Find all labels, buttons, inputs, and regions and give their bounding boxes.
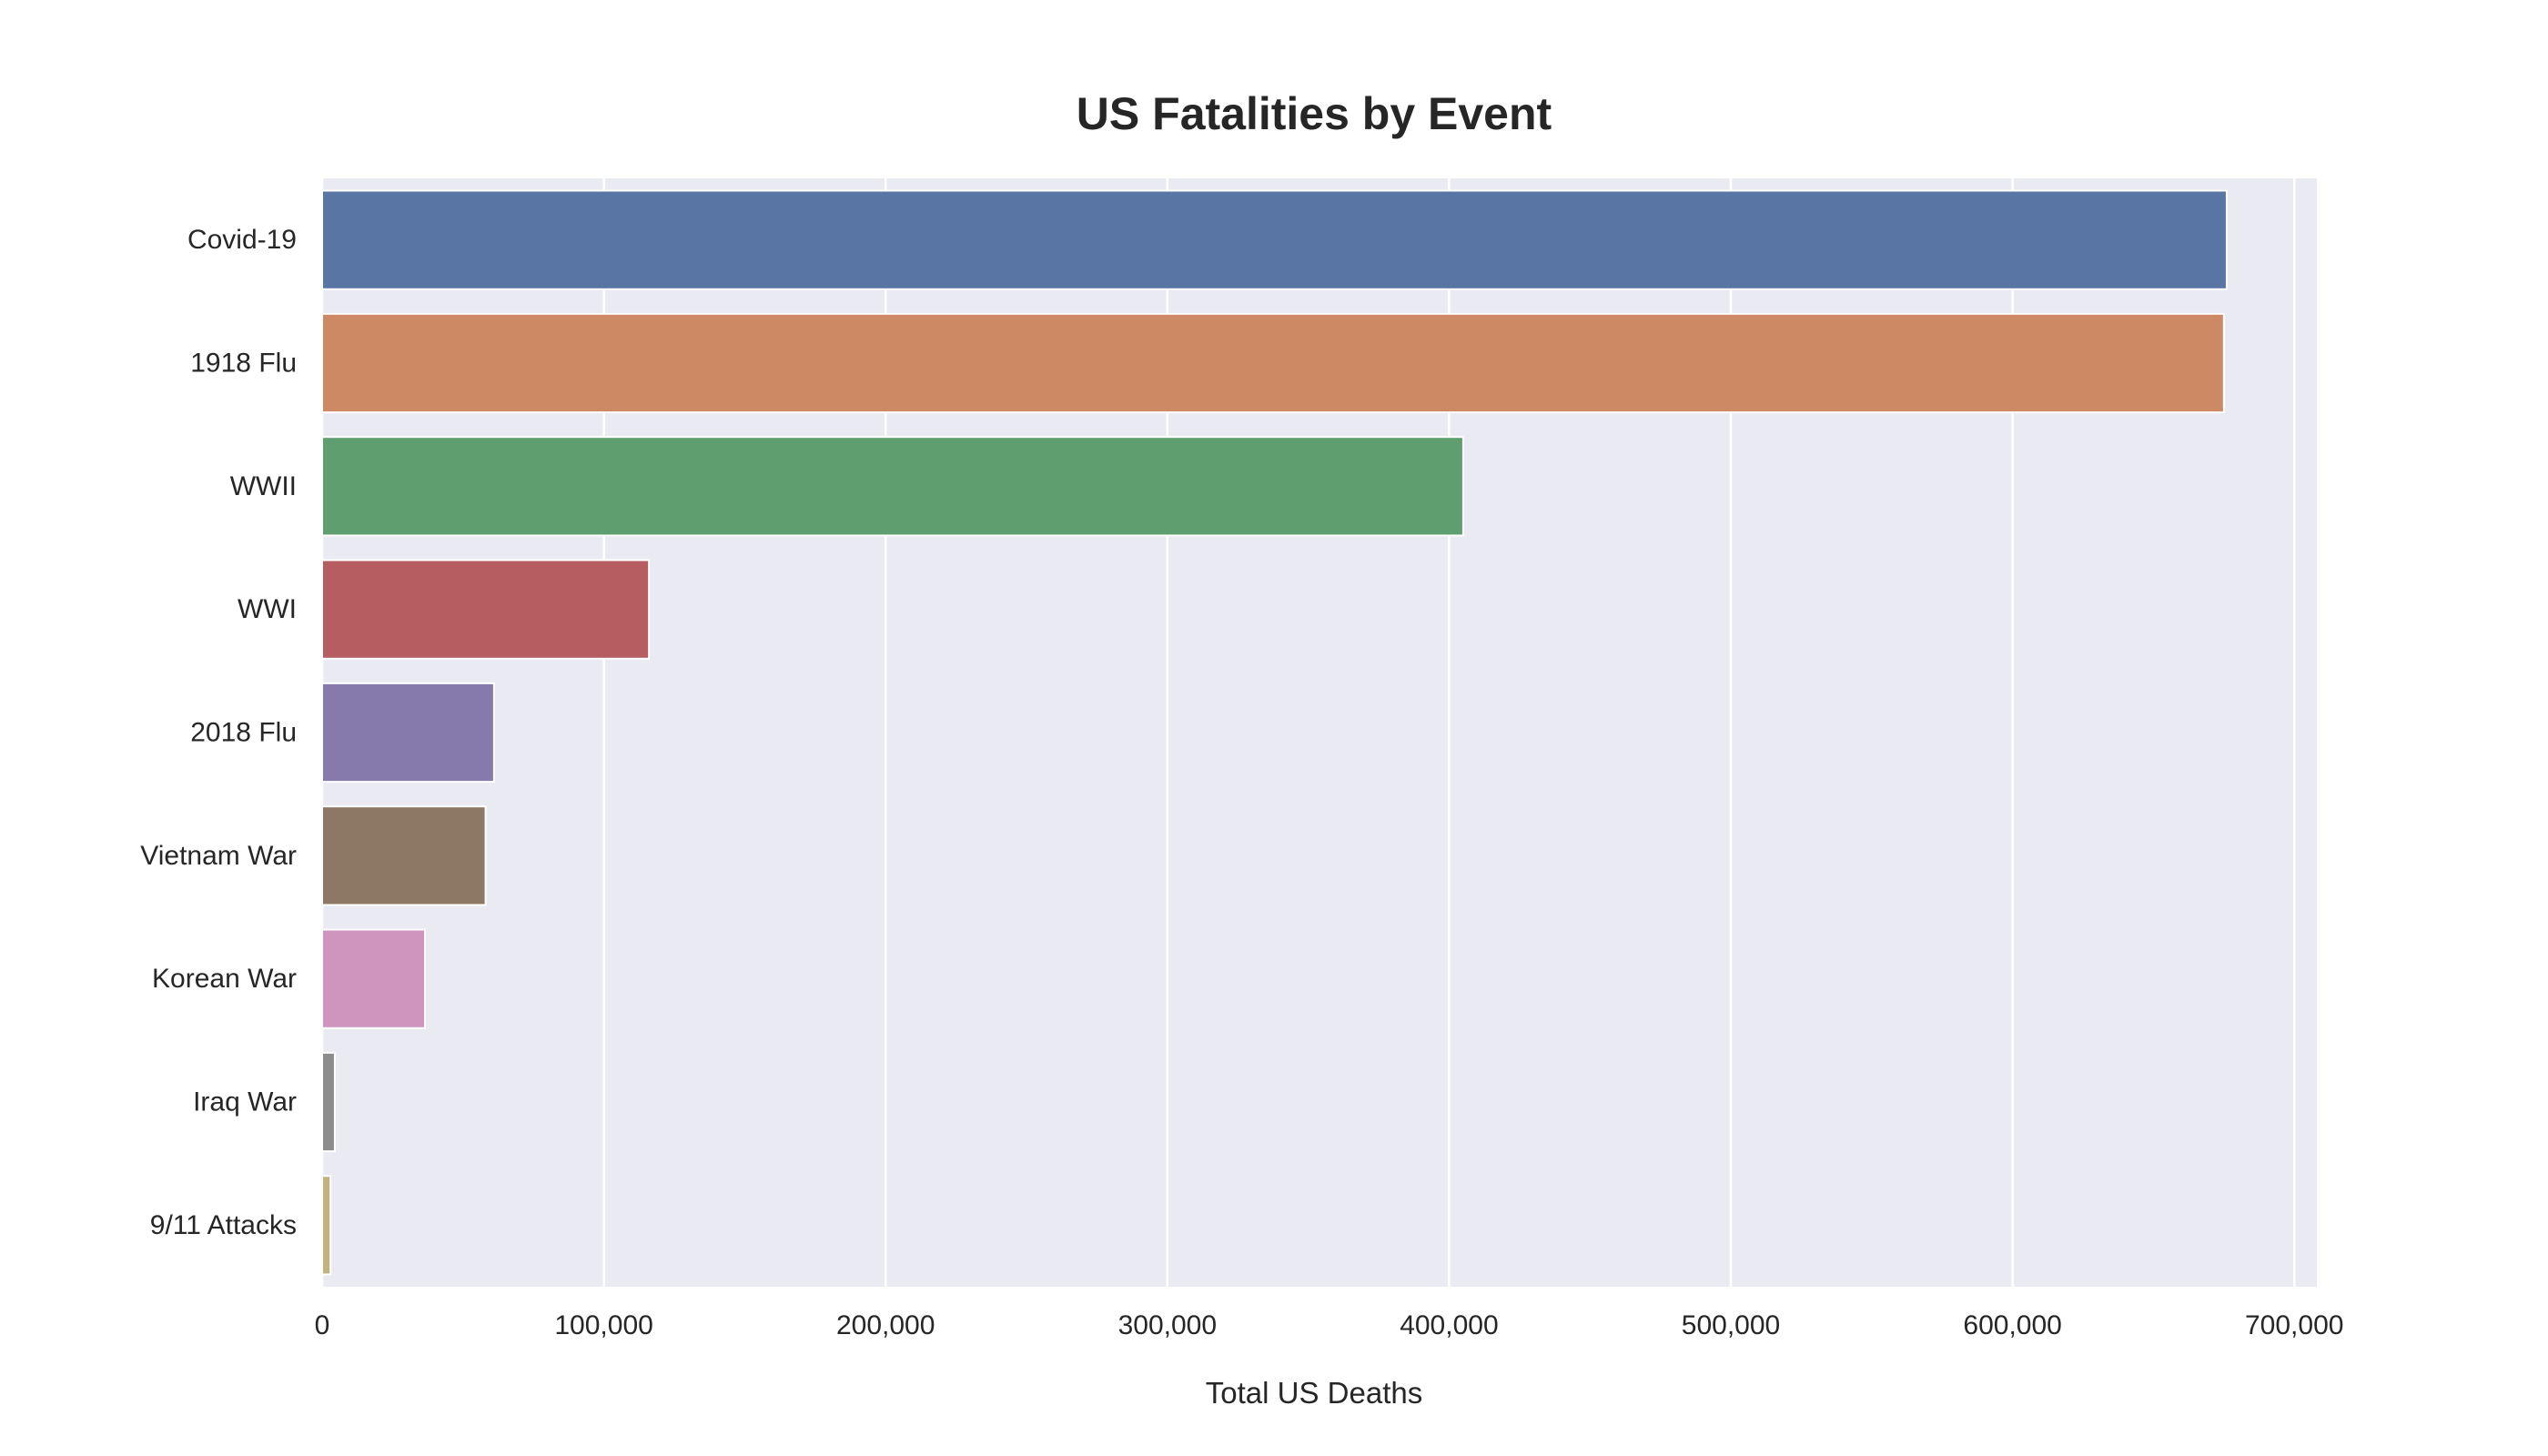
- y-tick-labels: Covid-19 1918 Flu WWII WWI 2018 Flu Vietnam W…: [140, 225, 297, 1240]
- x-tick-label-3: 300,000: [1118, 1310, 1217, 1340]
- y-tick-label-wwii: WWII: [230, 471, 297, 501]
- y-tick-label-wwi: WWI: [238, 594, 297, 624]
- chart-title: US Fatalities by Event: [1077, 88, 1552, 139]
- bar-wwi: [321, 559, 651, 660]
- x-tick-label-6: 600,000: [1963, 1310, 2061, 1340]
- y-tick-label-2018-flu: 2018 Flu: [190, 718, 297, 748]
- bar-vietnam-war: [321, 805, 487, 906]
- y-tick-label-covid-19: Covid-19: [187, 225, 297, 255]
- bar-wwii: [321, 436, 1464, 537]
- bar-2018-flu: [321, 682, 495, 784]
- y-tick-label-9-11-attacks: 9/11 Attacks: [150, 1210, 297, 1240]
- x-tick-label-5: 500,000: [1682, 1310, 1780, 1340]
- y-tick-label-iraq-war: Iraq War: [193, 1087, 297, 1117]
- x-tick-label-7: 700,000: [2245, 1310, 2343, 1340]
- bar-korean-war: [321, 928, 427, 1029]
- x-tick-labels: 0 100,000 200,000 300,000 400,000 500,000 600,…: [315, 1310, 2344, 1340]
- bar-covid-19: [321, 189, 2228, 290]
- x-tick-label-1: 100,000: [554, 1310, 652, 1340]
- y-tick-label-vietnam-war: Vietnam War: [140, 841, 297, 871]
- y-tick-label-korean-war: Korean War: [152, 964, 297, 994]
- x-tick-label-0: 0: [315, 1310, 330, 1340]
- bar-1918-flu: [321, 312, 2225, 414]
- bar-iraq-war: [321, 1051, 336, 1153]
- x-tick-label-2: 200,000: [836, 1310, 935, 1340]
- x-tick-label-4: 400,000: [1400, 1310, 1498, 1340]
- x-axis-label: Total US Deaths: [1206, 1376, 1422, 1410]
- y-tick-label-1918-flu: 1918 Flu: [190, 349, 297, 379]
- bar-9-11-attacks: [321, 1175, 332, 1276]
- bars: [321, 189, 2228, 1276]
